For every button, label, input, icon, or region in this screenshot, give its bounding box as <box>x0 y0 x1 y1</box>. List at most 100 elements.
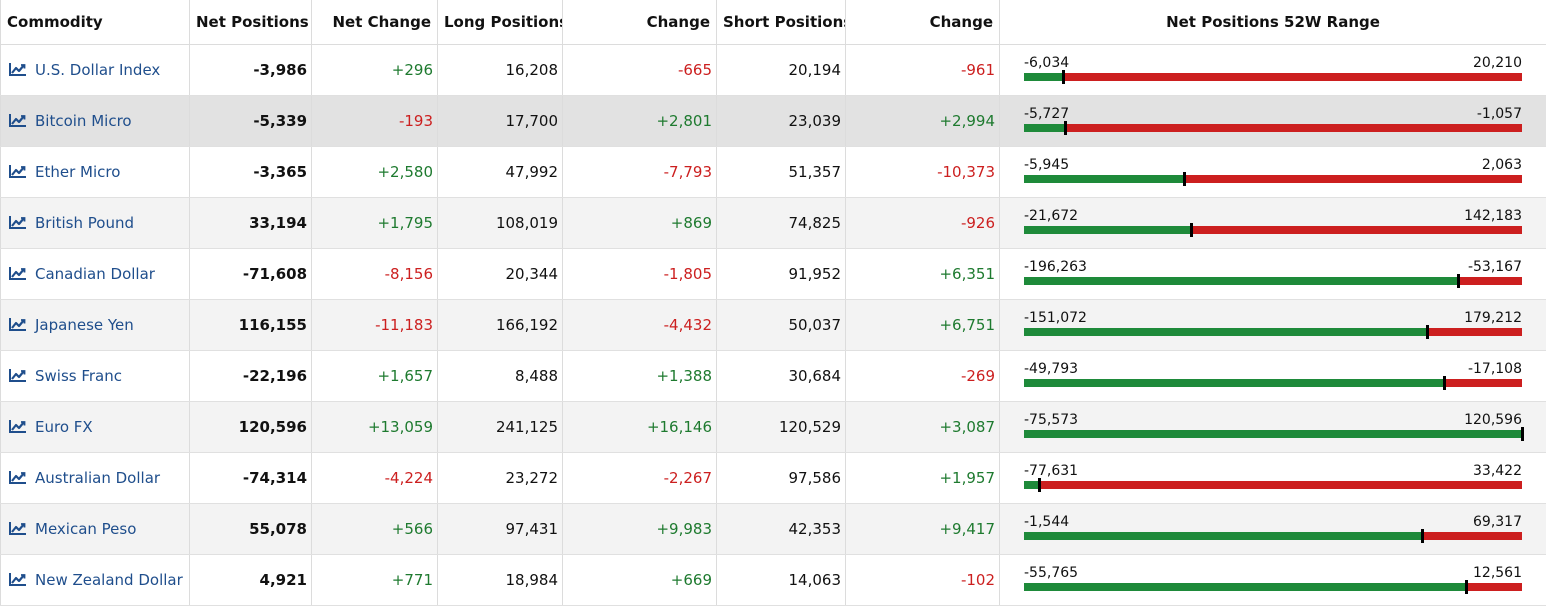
commodity-link[interactable]: U.S. Dollar Index <box>5 61 160 79</box>
commodity-link[interactable]: Japanese Yen <box>5 316 134 334</box>
short-change-cell: +9,417 <box>845 503 1000 555</box>
range-bar <box>1024 580 1522 594</box>
short-change-cell: -10,373 <box>845 146 1000 198</box>
net-positions-cell: -71,608 <box>189 248 312 300</box>
range-bar <box>1024 223 1522 237</box>
range-high-label: 120,596 <box>1464 412 1522 428</box>
commodity-name[interactable]: New Zealand Dollar <box>35 571 183 589</box>
table-row: U.S. Dollar Index -3,986 +296 16,208 -66… <box>0 44 1546 96</box>
short-positions-cell: 14,063 <box>716 554 846 606</box>
net-change-cell: +13,059 <box>311 401 438 453</box>
column-header-net-change[interactable]: Net Change <box>311 0 438 45</box>
range-cell: -55,765 12,561 <box>999 554 1546 606</box>
commodity-name[interactable]: British Pound <box>35 214 134 232</box>
commodity-name[interactable]: Euro FX <box>35 418 93 436</box>
commodity-name[interactable]: Japanese Yen <box>35 316 134 334</box>
commodity-link[interactable]: Australian Dollar <box>5 469 160 487</box>
commodity-name[interactable]: Swiss Franc <box>35 367 123 385</box>
line-chart-icon[interactable] <box>9 572 27 586</box>
commodity-cell: Swiss Franc <box>0 350 190 402</box>
range-bar <box>1024 325 1522 339</box>
short-change-cell: -961 <box>845 44 1000 96</box>
column-header-long-change[interactable]: Change <box>562 0 717 45</box>
short-positions-cell: 51,357 <box>716 146 846 198</box>
line-chart-icon[interactable] <box>9 419 27 433</box>
long-positions-cell: 97,431 <box>437 503 563 555</box>
short-change-cell: -269 <box>845 350 1000 402</box>
long-change-cell: +869 <box>562 197 717 249</box>
long-change-cell: -1,805 <box>562 248 717 300</box>
commodity-link[interactable]: Canadian Dollar <box>5 265 155 283</box>
column-header-net-positions[interactable]: Net Positions <box>189 0 312 45</box>
line-chart-icon[interactable] <box>9 521 27 535</box>
range-bar-marker <box>1425 325 1429 339</box>
line-chart-icon[interactable] <box>9 266 27 280</box>
range-bar-marker <box>1420 529 1424 543</box>
column-header-long-positions[interactable]: Long Positions <box>437 0 563 45</box>
range-high-label: 69,317 <box>1473 514 1522 530</box>
table-row: New Zealand Dollar 4,921 +771 18,984 +66… <box>0 554 1546 606</box>
commodity-link[interactable]: New Zealand Dollar <box>5 571 183 589</box>
range-cell: -1,544 69,317 <box>999 503 1546 555</box>
long-change-cell: +2,801 <box>562 95 717 147</box>
long-positions-cell: 23,272 <box>437 452 563 504</box>
commodity-cell: Ether Micro <box>0 146 190 198</box>
line-chart-icon[interactable] <box>9 317 27 331</box>
range-cell: -5,945 2,063 <box>999 146 1546 198</box>
line-chart-icon[interactable] <box>9 215 27 229</box>
column-header-short-change[interactable]: Change <box>845 0 1000 45</box>
commodity-link[interactable]: British Pound <box>5 214 134 232</box>
range-labels: -1,544 69,317 <box>1024 514 1522 530</box>
net-change-cell: +2,580 <box>311 146 438 198</box>
range-bar-marker <box>1456 274 1460 288</box>
range-high-label: 2,063 <box>1481 157 1522 173</box>
range-labels: -75,573 120,596 <box>1024 412 1522 428</box>
net-change-cell: +1,657 <box>311 350 438 402</box>
commodity-name[interactable]: U.S. Dollar Index <box>35 61 161 79</box>
range-labels: -21,672 142,183 <box>1024 208 1522 224</box>
column-header-net-positions-52w-range: Net Positions 52W Range <box>999 0 1546 45</box>
commodity-link[interactable]: Euro FX <box>5 418 93 436</box>
short-change-cell: -102 <box>845 554 1000 606</box>
net-positions-cell: 4,921 <box>189 554 312 606</box>
line-chart-icon[interactable] <box>9 62 27 76</box>
column-header-short-positions[interactable]: Short Positions <box>716 0 846 45</box>
range-low-label: -196,263 <box>1024 259 1087 275</box>
line-chart-icon[interactable] <box>9 470 27 484</box>
table-row: Australian Dollar -74,314 -4,224 23,272 … <box>0 452 1546 504</box>
range-bar-fill <box>1024 583 1467 591</box>
commodity-link[interactable]: Ether Micro <box>5 163 120 181</box>
range-cell: -196,263 -53,167 <box>999 248 1546 300</box>
range-labels: -55,765 12,561 <box>1024 565 1522 581</box>
commodity-name[interactable]: Australian Dollar <box>35 469 161 487</box>
commodity-name[interactable]: Mexican Peso <box>35 520 137 538</box>
column-header-commodity[interactable]: Commodity <box>0 0 190 45</box>
commodity-link[interactable]: Mexican Peso <box>5 520 136 538</box>
commodity-link[interactable]: Bitcoin Micro <box>5 112 132 130</box>
table-row: Ether Micro -3,365 +2,580 47,992 -7,793 … <box>0 146 1546 198</box>
commodity-cell: Japanese Yen <box>0 299 190 351</box>
net-change-cell: -4,224 <box>311 452 438 504</box>
commodity-name[interactable]: Bitcoin Micro <box>35 112 132 130</box>
range-low-label: -75,573 <box>1024 412 1079 428</box>
short-change-cell: +6,751 <box>845 299 1000 351</box>
range-cell: -75,573 120,596 <box>999 401 1546 453</box>
long-change-cell: +16,146 <box>562 401 717 453</box>
net-change-cell: +566 <box>311 503 438 555</box>
range-bar-marker <box>1465 580 1469 594</box>
net-positions-cell: 33,194 <box>189 197 312 249</box>
commodity-name[interactable]: Ether Micro <box>35 163 121 181</box>
commodity-name[interactable]: Canadian Dollar <box>35 265 155 283</box>
long-positions-cell: 16,208 <box>437 44 563 96</box>
commodity-link[interactable]: Swiss Franc <box>5 367 122 385</box>
line-chart-icon[interactable] <box>9 368 27 382</box>
table-body: U.S. Dollar Index -3,986 +296 16,208 -66… <box>0 44 1546 606</box>
range-labels: -5,945 2,063 <box>1024 157 1522 173</box>
table-row: Swiss Franc -22,196 +1,657 8,488 +1,388 … <box>0 350 1546 402</box>
net-change-cell: -8,156 <box>311 248 438 300</box>
range-bar <box>1024 121 1522 135</box>
long-positions-cell: 241,125 <box>437 401 563 453</box>
short-change-cell: -926 <box>845 197 1000 249</box>
line-chart-icon[interactable] <box>9 113 27 127</box>
line-chart-icon[interactable] <box>9 164 27 178</box>
